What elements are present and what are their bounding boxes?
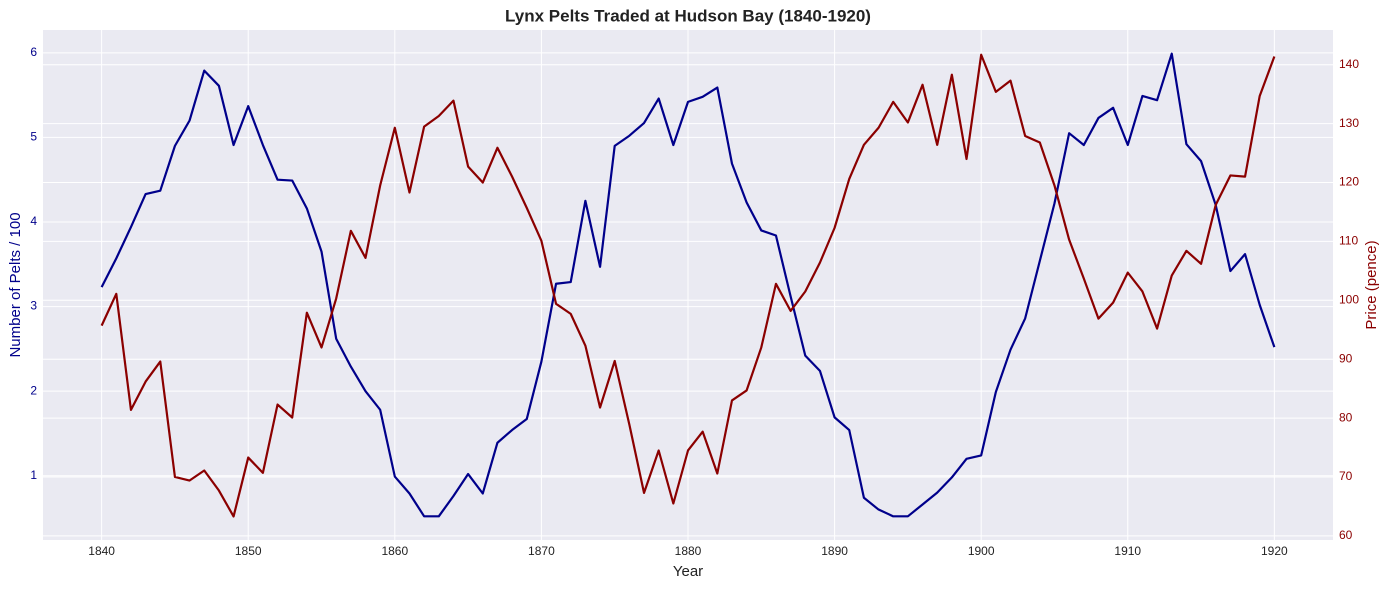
y2-tick-label: 110: [1339, 234, 1358, 248]
y2-tick-label: 70: [1339, 469, 1353, 483]
y-tick-label: 3: [30, 299, 37, 313]
y-tick-label: 4: [30, 214, 37, 228]
y2-axis-label: Price (pence): [1363, 240, 1380, 329]
x-tick-label: 1910: [1114, 544, 1141, 558]
x-tick-label: 1920: [1261, 544, 1288, 558]
x-tick-label: 1870: [528, 544, 555, 558]
series-line: [100, 53, 1276, 518]
y2-tick-label: 140: [1339, 57, 1359, 71]
x-axis-label: Year: [673, 563, 703, 580]
x-tick-label: 1890: [821, 544, 848, 558]
y2-tick-label: 60: [1339, 528, 1353, 542]
y-tick-label: 5: [30, 130, 37, 144]
x-tick-label: 1880: [675, 544, 702, 558]
y-tick-label: 6: [30, 45, 37, 59]
y2-tick-label: 100: [1339, 292, 1359, 306]
y-axis-label: Number of Pelts / 100: [7, 212, 24, 357]
series-line: [100, 52, 1276, 518]
y2-tick-label: 80: [1339, 410, 1353, 424]
x-tick-label: 1860: [381, 544, 408, 558]
x-tick-label: 1900: [968, 544, 995, 558]
y2-tick-label: 90: [1339, 351, 1353, 365]
y-tick-label: 1: [30, 468, 37, 482]
x-tick-label: 1850: [235, 544, 262, 558]
y2-tick-label: 130: [1339, 116, 1359, 130]
chart-title: Lynx Pelts Traded at Hudson Bay (1840-19…: [505, 6, 871, 25]
y-tick-label: 2: [30, 383, 37, 397]
x-tick-label: 1840: [88, 544, 115, 558]
y2-tick-label: 120: [1339, 175, 1359, 189]
